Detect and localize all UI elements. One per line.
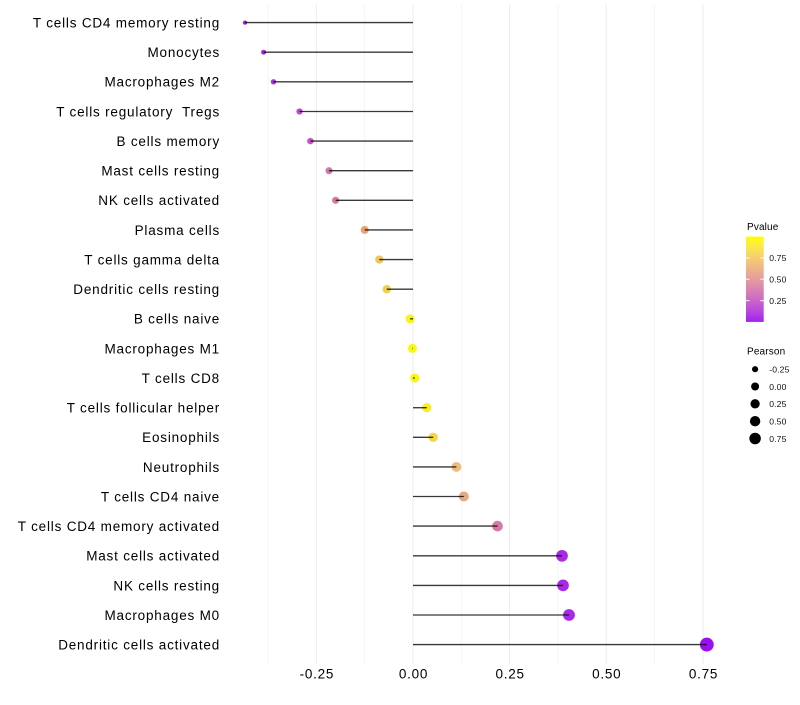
- svg-text:Pearson: Pearson: [747, 347, 785, 358]
- svg-text:T cells regulatory Tregs: T cells regulatory Tregs: [56, 104, 220, 119]
- svg-text:0.25: 0.25: [769, 399, 786, 409]
- svg-text:Pvalue: Pvalue: [747, 222, 779, 233]
- svg-text:0.50: 0.50: [769, 275, 786, 285]
- svg-text:Macrophages M0: Macrophages M0: [104, 608, 220, 623]
- svg-text:T cells CD4 memory activated: T cells CD4 memory activated: [18, 519, 220, 534]
- svg-text:-0.25: -0.25: [300, 667, 335, 682]
- svg-text:0.25: 0.25: [495, 667, 524, 682]
- svg-text:T cells follicular helper: T cells follicular helper: [67, 401, 220, 416]
- svg-text:0.50: 0.50: [769, 417, 786, 427]
- svg-text:B cells memory: B cells memory: [117, 134, 220, 149]
- svg-text:0.50: 0.50: [592, 667, 621, 682]
- svg-text:Macrophages M2: Macrophages M2: [104, 75, 220, 90]
- svg-text:0.75: 0.75: [769, 434, 786, 444]
- svg-text:B cells naive: B cells naive: [134, 312, 220, 327]
- svg-text:Neutrophils: Neutrophils: [143, 460, 220, 475]
- svg-text:Mast cells activated: Mast cells activated: [86, 549, 220, 564]
- svg-text:T cells gamma delta: T cells gamma delta: [84, 253, 220, 268]
- svg-text:Eosinophils: Eosinophils: [142, 430, 220, 445]
- svg-text:NK cells resting: NK cells resting: [113, 578, 220, 593]
- svg-text:0.75: 0.75: [689, 667, 718, 682]
- svg-text:Monocytes: Monocytes: [148, 45, 220, 60]
- svg-text:T cells CD4 memory resting: T cells CD4 memory resting: [33, 16, 220, 31]
- svg-text:Dendritic cells activated: Dendritic cells activated: [58, 638, 220, 653]
- svg-text:Mast cells resting: Mast cells resting: [101, 164, 220, 179]
- svg-text:0.00: 0.00: [399, 667, 428, 682]
- svg-text:0.00: 0.00: [769, 382, 786, 392]
- svg-text:T cells CD4 naive: T cells CD4 naive: [101, 489, 220, 504]
- svg-text:T cells CD8: T cells CD8: [142, 371, 220, 386]
- svg-text:Plasma cells: Plasma cells: [135, 223, 220, 238]
- svg-text:0.25: 0.25: [769, 296, 786, 306]
- svg-text:Macrophages M1: Macrophages M1: [104, 341, 220, 356]
- svg-text:0.75: 0.75: [769, 253, 786, 263]
- svg-text:Dendritic cells resting: Dendritic cells resting: [73, 282, 220, 297]
- svg-text:-0.25: -0.25: [769, 365, 789, 375]
- svg-text:NK cells activated: NK cells activated: [98, 193, 220, 208]
